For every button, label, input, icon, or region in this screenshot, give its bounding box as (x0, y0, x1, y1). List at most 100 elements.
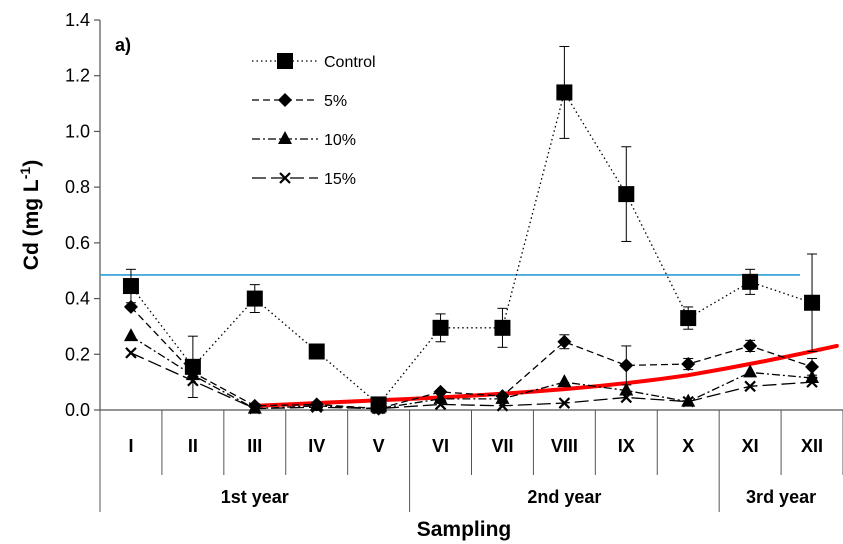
data-point (125, 347, 137, 359)
legend-marker (278, 131, 292, 144)
marker-stroke (434, 398, 447, 411)
legend-item: 15% (252, 171, 356, 188)
marker-stroke (620, 391, 633, 404)
data-point (310, 401, 323, 413)
trend-line-layer (252, 343, 839, 408)
data-point (187, 374, 199, 387)
data-point (619, 358, 634, 373)
y-tick-label: 1.0 (65, 121, 90, 141)
x-tick-label: IV (308, 436, 325, 456)
data-point (618, 186, 635, 203)
y-axis-title: Cd (mg L-1) (17, 160, 43, 270)
y-tick-label: 1.2 (65, 66, 90, 86)
data-point (743, 364, 758, 378)
series-3 (125, 347, 818, 415)
marker-stroke (372, 402, 385, 415)
series-0 (122, 45, 821, 413)
data-point (557, 374, 572, 388)
legend-label: 10% (324, 132, 356, 149)
x-axis-title: Sampling (417, 518, 512, 541)
x-tick-label: II (188, 436, 198, 456)
data-point (494, 319, 511, 336)
x-tick-label: III (247, 436, 262, 456)
series-line (130, 90, 813, 406)
data-point (804, 294, 821, 311)
data-point (122, 278, 139, 295)
marker-stroke (187, 374, 199, 387)
marker-stroke (310, 401, 323, 413)
series-line (130, 352, 813, 410)
data-point (681, 357, 696, 372)
data-point (619, 382, 634, 396)
data-point (744, 380, 756, 393)
data-point (308, 343, 325, 360)
marker-stroke (279, 172, 291, 184)
y-tick-label: 0.0 (65, 400, 90, 420)
legend-label: 5% (324, 93, 347, 110)
group-label: 2nd year (527, 487, 601, 507)
data-point (556, 84, 573, 101)
group-label: 1st year (221, 487, 289, 507)
data-point (123, 328, 138, 342)
data-point (743, 338, 758, 353)
x-tick-label: VIII (551, 436, 578, 456)
x-tick-label: V (373, 436, 385, 456)
x-tick-label: X (682, 436, 694, 456)
legend-marker (279, 172, 291, 184)
legend: Control 5% 10% 15% (252, 53, 376, 188)
data-point (434, 398, 447, 411)
y-tick-label: 0.8 (65, 177, 90, 197)
data-point (682, 395, 694, 408)
marker-stroke (249, 402, 261, 415)
panel-label: a) (115, 35, 131, 55)
series-1 (123, 299, 820, 416)
marker-stroke (558, 397, 571, 409)
legend-item: Control (252, 53, 376, 71)
marker-stroke (682, 395, 694, 408)
x-tick-label: VI (432, 436, 449, 456)
legend-label: Control (324, 54, 376, 71)
legend-marker (277, 53, 293, 69)
x-tick-label: VII (491, 436, 513, 456)
marker-stroke (806, 376, 818, 388)
marker-stroke (744, 380, 756, 393)
group-label: 3rd year (746, 487, 816, 507)
legend-label: 15% (324, 171, 356, 188)
legend-item: 5% (252, 93, 347, 110)
y-axis-title-sup: -1 (17, 167, 33, 180)
series-line (130, 335, 813, 410)
y-tick-label: 0.2 (65, 344, 90, 364)
data-point (249, 402, 261, 415)
data-point (805, 359, 820, 374)
series-line (130, 306, 813, 410)
legend-marker (278, 93, 292, 107)
series-layer (122, 45, 821, 416)
data-point (680, 310, 697, 327)
data-point (557, 334, 572, 349)
y-axis-title-main: Cd (mg L (20, 179, 43, 270)
marker-stroke (496, 400, 509, 412)
data-point (496, 400, 509, 412)
data-point (123, 299, 138, 314)
data-point (246, 290, 263, 307)
x-tick-label: I (128, 436, 133, 456)
data-point (558, 397, 571, 409)
data-point (742, 273, 759, 290)
data-point (806, 376, 818, 388)
trend-line (252, 343, 839, 408)
y-axis-title-close: ) (20, 160, 43, 167)
data-point (495, 390, 510, 404)
data-point (432, 319, 449, 336)
y-tick-label: 0.4 (65, 289, 90, 309)
x-tick-label: XI (742, 436, 759, 456)
x-tick-label: XII (801, 436, 823, 456)
data-point (372, 402, 385, 415)
y-tick-label: 0.6 (65, 233, 90, 253)
data-point (620, 391, 633, 404)
marker-stroke (125, 347, 137, 359)
axes-layer: 0.00.20.40.60.81.01.21.4I II III IV V VI VII VI… (65, 10, 843, 512)
x-tick-label: IX (618, 436, 635, 456)
legend-item: 10% (252, 131, 356, 149)
y-tick-label: 1.4 (65, 10, 90, 30)
